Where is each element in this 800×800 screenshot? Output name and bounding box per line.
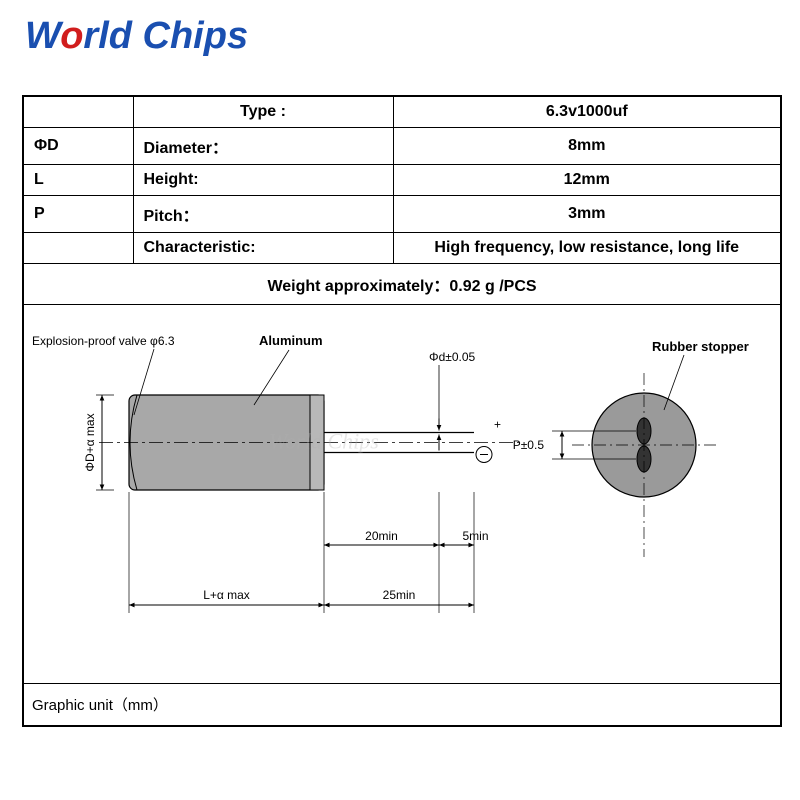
row-diagram: + World Chips Explosion-proof valve φ6.3 Al… bbox=[23, 305, 781, 684]
diagram-cell: + World Chips Explosion-proof valve φ6.3 Al… bbox=[23, 305, 781, 684]
svg-text:25min: 25min bbox=[383, 588, 416, 602]
svg-text:L+α max: L+α max bbox=[203, 588, 250, 602]
row-height: L Height: 12mm bbox=[23, 165, 781, 196]
brand-logo: World Chips bbox=[25, 15, 248, 58]
pitch-label: Pitch： bbox=[133, 196, 393, 233]
svg-text:Φd±0.05: Φd±0.05 bbox=[429, 350, 476, 364]
svg-text:Explosion-proof valve φ6.3: Explosion-proof valve φ6.3 bbox=[32, 334, 175, 348]
diameter-value: 8mm bbox=[393, 128, 781, 165]
weight-text: Weight approximately：0.92 g /PCS bbox=[23, 264, 781, 305]
row-pitch: P Pitch： 3mm bbox=[23, 196, 781, 233]
row-characteristic: Characteristic: High frequency, low resi… bbox=[23, 233, 781, 264]
svg-text:P±0.5: P±0.5 bbox=[513, 438, 545, 452]
diameter-label: Diameter： bbox=[133, 128, 393, 165]
row-type: Type : 6.3v1000uf bbox=[23, 96, 781, 128]
height-label: Height: bbox=[133, 165, 393, 196]
row-weight: Weight approximately：0.92 g /PCS bbox=[23, 264, 781, 305]
row-graphic-unit: Graphic unit（mm） bbox=[23, 684, 781, 727]
height-value: 12mm bbox=[393, 165, 781, 196]
svg-text:Aluminum: Aluminum bbox=[259, 333, 323, 348]
diameter-sym: ΦD bbox=[23, 128, 133, 165]
spec-table: Type : 6.3v1000uf ΦD Diameter： 8mm L Hei… bbox=[22, 95, 782, 727]
pitch-sym: P bbox=[23, 196, 133, 233]
row-diameter: ΦD Diameter： 8mm bbox=[23, 128, 781, 165]
graphic-unit-text: Graphic unit（mm） bbox=[23, 684, 781, 727]
svg-text:20min: 20min bbox=[365, 529, 398, 543]
type-label: Type : bbox=[133, 96, 393, 128]
pitch-value: 3mm bbox=[393, 196, 781, 233]
char-value: High frequency, low resistance, long lif… bbox=[393, 233, 781, 264]
svg-text:5min: 5min bbox=[463, 529, 489, 543]
capacitor-diagram: + World Chips Explosion-proof valve φ6.3 Al… bbox=[24, 305, 780, 683]
svg-text:World Chips: World Chips bbox=[269, 429, 379, 454]
char-label: Characteristic: bbox=[133, 233, 393, 264]
svg-text:Rubber stopper: Rubber stopper bbox=[652, 339, 749, 354]
type-value: 6.3v1000uf bbox=[393, 96, 781, 128]
svg-text:+: + bbox=[494, 418, 501, 432]
logo-part3: rld Chips bbox=[83, 15, 248, 57]
logo-part1: W bbox=[25, 15, 60, 57]
logo-part2: o bbox=[60, 15, 83, 57]
svg-text:ΦD+α max: ΦD+α max bbox=[83, 413, 97, 471]
height-sym: L bbox=[23, 165, 133, 196]
